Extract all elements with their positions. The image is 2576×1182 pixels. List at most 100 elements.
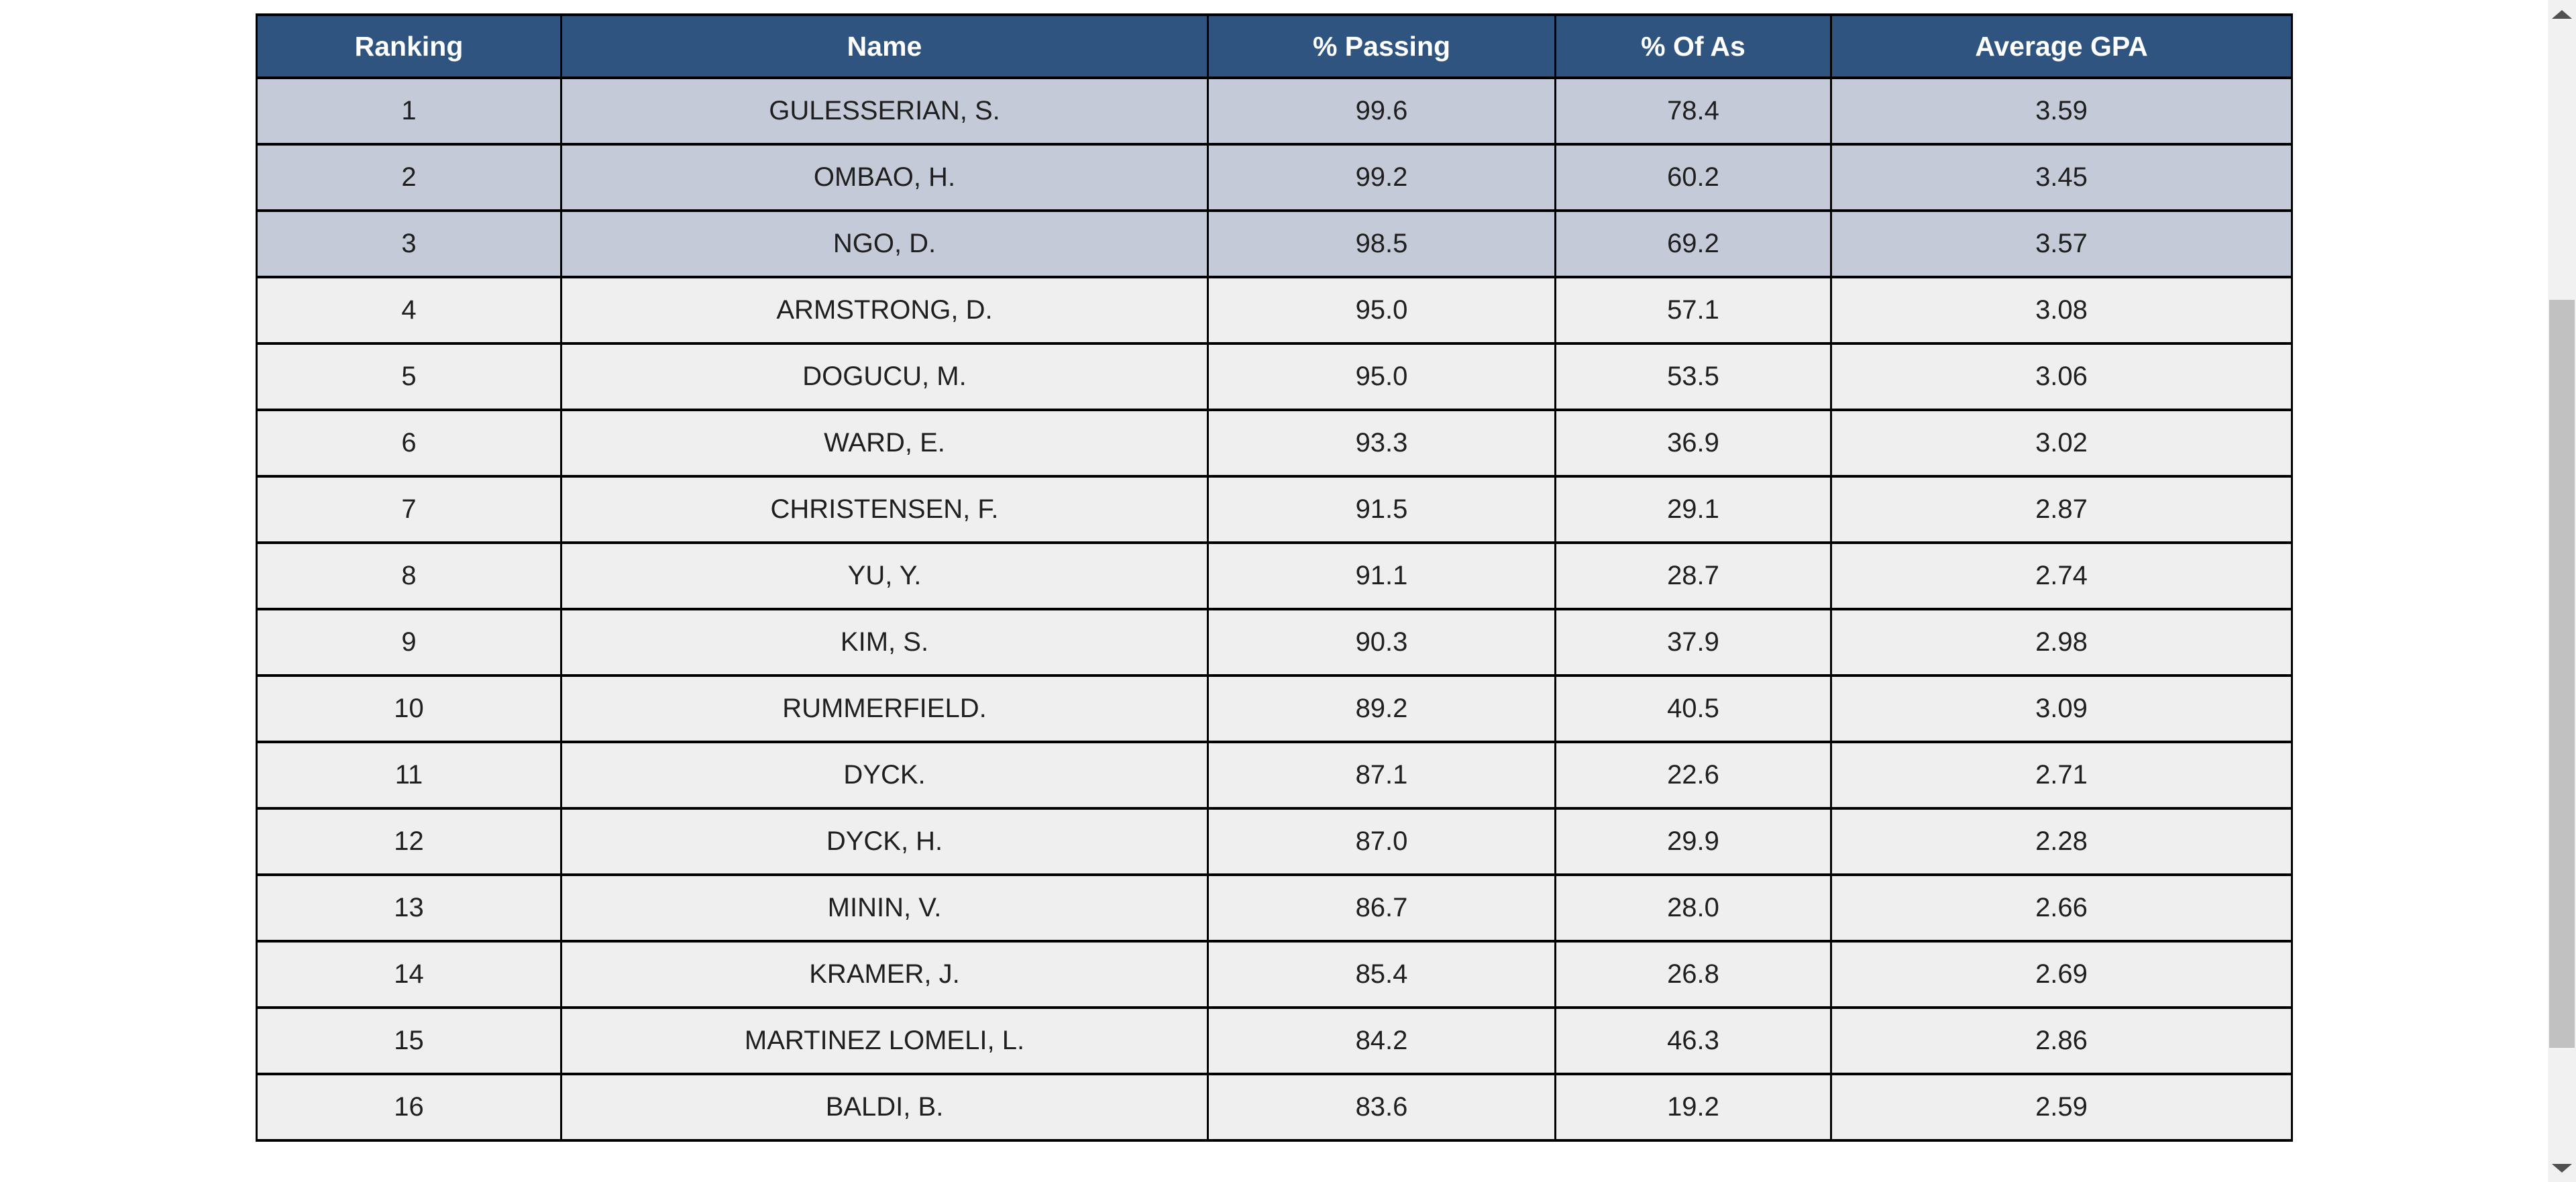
scrollbar-thumb[interactable] bbox=[2549, 300, 2575, 1048]
table-row: 13 MININ, V. 86.7 28.0 2.66 bbox=[256, 873, 2293, 943]
cell-name: KIM, S. bbox=[560, 608, 1209, 677]
header-name: Name bbox=[560, 13, 1209, 79]
table-row: 9 KIM, S. 90.3 37.9 2.98 bbox=[256, 608, 2293, 677]
cell-percent-of-as: 57.1 bbox=[1554, 276, 1832, 345]
cell-average-gpa: 3.57 bbox=[1830, 209, 2293, 278]
table-row: 8 YU, Y. 91.1 28.7 2.74 bbox=[256, 541, 2293, 610]
cell-percent-passing: 99.2 bbox=[1207, 143, 1556, 212]
cell-percent-of-as: 60.2 bbox=[1554, 143, 1832, 212]
scroll-up-button[interactable] bbox=[2548, 0, 2576, 28]
table-row: 12 DYCK, H. 87.0 29.9 2.28 bbox=[256, 807, 2293, 876]
header-percent-of-as: % Of As bbox=[1554, 13, 1832, 79]
cell-percent-of-as: 36.9 bbox=[1554, 409, 1832, 478]
cell-ranking: 10 bbox=[256, 674, 562, 743]
table-row: 16 BALDI, B. 83.6 19.2 2.59 bbox=[256, 1073, 2293, 1142]
cell-ranking: 14 bbox=[256, 940, 562, 1009]
header-average-gpa: Average GPA bbox=[1830, 13, 2293, 79]
instructor-rankings-table: Ranking Name % Passing % Of As Average G… bbox=[256, 13, 2293, 1142]
cell-name: YU, Y. bbox=[560, 541, 1209, 610]
table-body: 1 GULESSERIAN, S. 99.6 78.4 3.59 2 OMBAO… bbox=[256, 76, 2293, 1142]
header-ranking: Ranking bbox=[256, 13, 562, 79]
table-row: 10 RUMMERFIELD. 89.2 40.5 3.09 bbox=[256, 674, 2293, 743]
table-row: 5 DOGUCU, M. 95.0 53.5 3.06 bbox=[256, 342, 2293, 411]
cell-name: WARD, E. bbox=[560, 409, 1209, 478]
cell-average-gpa: 3.59 bbox=[1830, 76, 2293, 146]
cell-average-gpa: 3.45 bbox=[1830, 143, 2293, 212]
cell-ranking: 12 bbox=[256, 807, 562, 876]
cell-name: MARTINEZ LOMELI, L. bbox=[560, 1006, 1209, 1075]
cell-percent-passing: 90.3 bbox=[1207, 608, 1556, 677]
cell-percent-of-as: 28.0 bbox=[1554, 873, 1832, 943]
table-header: Ranking Name % Passing % Of As Average G… bbox=[256, 13, 2293, 79]
cell-name: DOGUCU, M. bbox=[560, 342, 1209, 411]
table-row: 6 WARD, E. 93.3 36.9 3.02 bbox=[256, 409, 2293, 478]
cell-percent-passing: 87.1 bbox=[1207, 741, 1556, 810]
cell-percent-passing: 91.1 bbox=[1207, 541, 1556, 610]
cell-percent-of-as: 29.1 bbox=[1554, 475, 1832, 544]
cell-percent-passing: 98.5 bbox=[1207, 209, 1556, 278]
cell-average-gpa: 2.74 bbox=[1830, 541, 2293, 610]
cell-average-gpa: 3.08 bbox=[1830, 276, 2293, 345]
cell-average-gpa: 2.71 bbox=[1830, 741, 2293, 810]
cell-percent-of-as: 26.8 bbox=[1554, 940, 1832, 1009]
cell-average-gpa: 2.87 bbox=[1830, 475, 2293, 544]
cell-ranking: 11 bbox=[256, 741, 562, 810]
cell-percent-of-as: 37.9 bbox=[1554, 608, 1832, 677]
cell-average-gpa: 2.69 bbox=[1830, 940, 2293, 1009]
cell-percent-passing: 91.5 bbox=[1207, 475, 1556, 544]
cell-percent-passing: 95.0 bbox=[1207, 342, 1556, 411]
scroll-down-button[interactable] bbox=[2548, 1154, 2576, 1182]
cell-average-gpa: 3.09 bbox=[1830, 674, 2293, 743]
cell-percent-passing: 99.6 bbox=[1207, 76, 1556, 146]
cell-name: RUMMERFIELD. bbox=[560, 674, 1209, 743]
cell-name: DYCK, H. bbox=[560, 807, 1209, 876]
cell-percent-passing: 87.0 bbox=[1207, 807, 1556, 876]
table-row: 1 GULESSERIAN, S. 99.6 78.4 3.59 bbox=[256, 76, 2293, 146]
cell-percent-passing: 89.2 bbox=[1207, 674, 1556, 743]
cell-name: DYCK. bbox=[560, 741, 1209, 810]
cell-ranking: 4 bbox=[256, 276, 562, 345]
cell-ranking: 2 bbox=[256, 143, 562, 212]
cell-percent-of-as: 19.2 bbox=[1554, 1073, 1832, 1142]
cell-percent-passing: 83.6 bbox=[1207, 1073, 1556, 1142]
table-row: 14 KRAMER, J. 85.4 26.8 2.69 bbox=[256, 940, 2293, 1009]
cell-name: NGO, D. bbox=[560, 209, 1209, 278]
scroll-down-icon bbox=[2552, 1163, 2572, 1173]
cell-percent-of-as: 29.9 bbox=[1554, 807, 1832, 876]
cell-name: MININ, V. bbox=[560, 873, 1209, 943]
cell-ranking: 5 bbox=[256, 342, 562, 411]
cell-name: KRAMER, J. bbox=[560, 940, 1209, 1009]
cell-percent-passing: 86.7 bbox=[1207, 873, 1556, 943]
scroll-up-icon bbox=[2552, 9, 2572, 19]
table-row: 11 DYCK. 87.1 22.6 2.71 bbox=[256, 741, 2293, 810]
cell-percent-of-as: 78.4 bbox=[1554, 76, 1832, 146]
cell-ranking: 1 bbox=[256, 76, 562, 146]
cell-average-gpa: 2.28 bbox=[1830, 807, 2293, 876]
cell-name: BALDI, B. bbox=[560, 1073, 1209, 1142]
cell-name: GULESSERIAN, S. bbox=[560, 76, 1209, 146]
cell-ranking: 9 bbox=[256, 608, 562, 677]
table-row: 15 MARTINEZ LOMELI, L. 84.2 46.3 2.86 bbox=[256, 1006, 2293, 1075]
table-row: 7 CHRISTENSEN, F. 91.5 29.1 2.87 bbox=[256, 475, 2293, 544]
vertical-scrollbar[interactable] bbox=[2548, 0, 2576, 1182]
cell-ranking: 13 bbox=[256, 873, 562, 943]
cell-percent-passing: 84.2 bbox=[1207, 1006, 1556, 1075]
cell-average-gpa: 2.86 bbox=[1830, 1006, 2293, 1075]
cell-ranking: 16 bbox=[256, 1073, 562, 1142]
cell-percent-of-as: 40.5 bbox=[1554, 674, 1832, 743]
cell-ranking: 7 bbox=[256, 475, 562, 544]
header-percent-passing: % Passing bbox=[1207, 13, 1556, 79]
cell-name: ARMSTRONG, D. bbox=[560, 276, 1209, 345]
cell-average-gpa: 2.66 bbox=[1830, 873, 2293, 943]
table-row: 2 OMBAO, H. 99.2 60.2 3.45 bbox=[256, 143, 2293, 212]
cell-percent-of-as: 46.3 bbox=[1554, 1006, 1832, 1075]
cell-average-gpa: 3.02 bbox=[1830, 409, 2293, 478]
cell-name: OMBAO, H. bbox=[560, 143, 1209, 212]
cell-name: CHRISTENSEN, F. bbox=[560, 475, 1209, 544]
cell-average-gpa: 3.06 bbox=[1830, 342, 2293, 411]
cell-percent-passing: 95.0 bbox=[1207, 276, 1556, 345]
cell-percent-passing: 93.3 bbox=[1207, 409, 1556, 478]
cell-percent-passing: 85.4 bbox=[1207, 940, 1556, 1009]
table-row: 4 ARMSTRONG, D. 95.0 57.1 3.08 bbox=[256, 276, 2293, 345]
